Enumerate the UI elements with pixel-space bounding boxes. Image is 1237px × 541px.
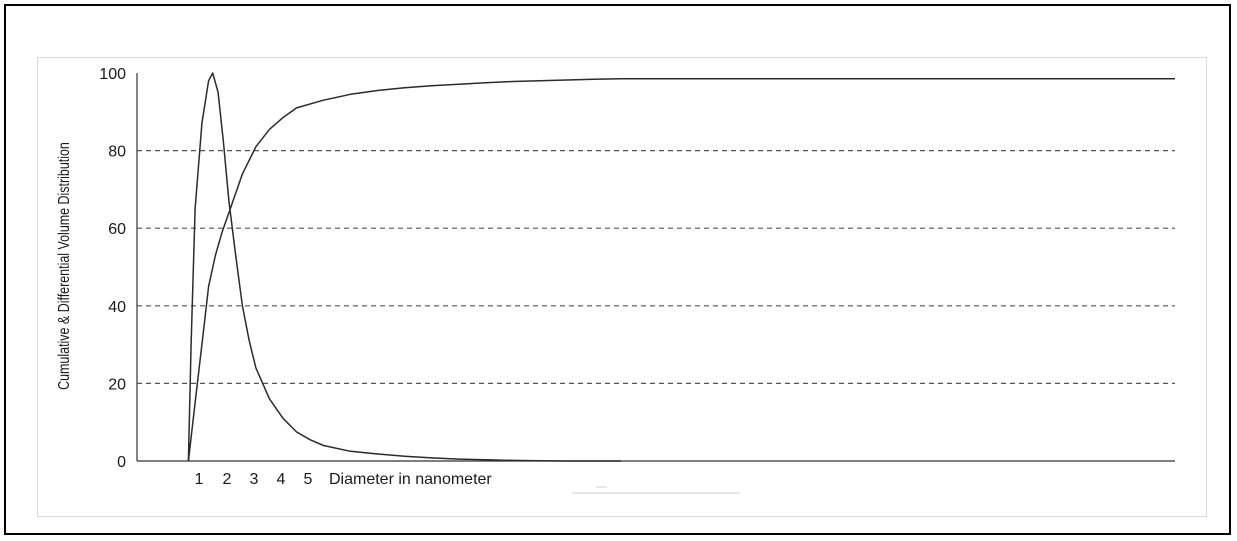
figure-frame [4, 4, 1231, 535]
grid-layer [137, 150, 1175, 384]
differential-curve [187, 72, 621, 462]
y-tick-label: 20 [108, 376, 126, 393]
y-tick-label: 60 [108, 221, 126, 238]
y-axis-title: Cumulative & Differential Volume Distrib… [56, 142, 74, 390]
x-tick-label: 2 [223, 471, 232, 488]
y-tick-label: 40 [108, 299, 126, 316]
y-tick-label: 100 [99, 66, 126, 83]
y-tick-label: 80 [108, 144, 126, 161]
chart-panel [37, 57, 1207, 517]
x-axis-title: Diameter in nanometer [329, 471, 492, 488]
x-tick-label: 3 [250, 471, 259, 488]
cumulative-curve [187, 78, 1175, 462]
axis-layer [136, 73, 1175, 462]
x-tick-label: 4 [277, 471, 286, 488]
series-layer [187, 72, 1175, 462]
x-tick-label: 5 [304, 471, 313, 488]
x-tick-label: 1 [195, 471, 204, 488]
label-layer: 0 20 40 60 80 100 1 2 3 4 5 Diameter in nanometer Cu… [56, 66, 493, 488]
y-tick-label: 0 [117, 454, 126, 471]
